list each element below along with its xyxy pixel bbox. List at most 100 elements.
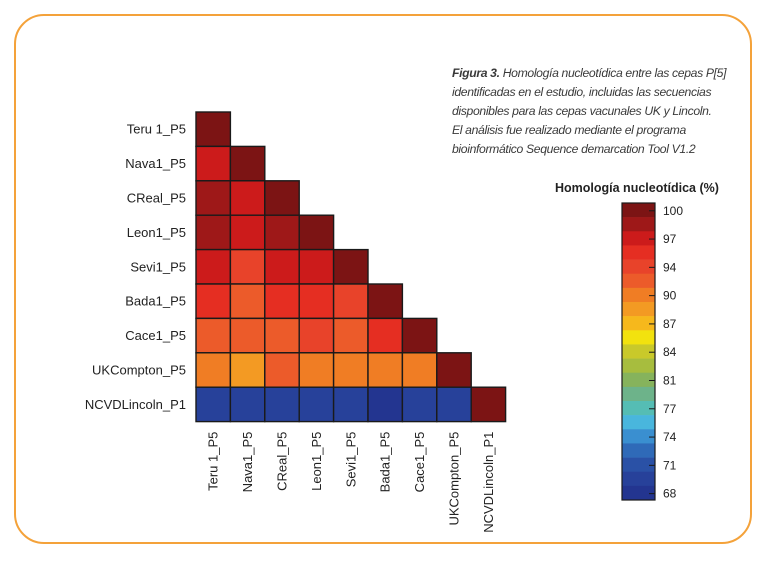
row-label: Nava1_P5 xyxy=(125,156,186,171)
heatmap-cell xyxy=(195,145,232,182)
heatmap-cell xyxy=(436,352,472,388)
heatmap-cell xyxy=(229,214,266,251)
heatmap-cell xyxy=(332,317,369,354)
row-label: Sevi1_P5 xyxy=(130,259,186,274)
heatmap-cell xyxy=(264,248,300,285)
caption-line-4: El análisis fue realizado mediante el pr… xyxy=(452,123,686,137)
colorbar-tick-label: 100 xyxy=(663,204,683,218)
colorbar-segment xyxy=(622,330,655,345)
colorbar-segment xyxy=(622,273,655,289)
colorbar-segment xyxy=(622,485,655,501)
colorbar-segment xyxy=(622,344,655,359)
heatmap-cell xyxy=(298,386,335,423)
colorbar-segment xyxy=(622,372,655,388)
row-label: NCVDLincoln_P1 xyxy=(85,397,186,412)
heatmap-cell xyxy=(229,283,266,320)
heatmap-cell xyxy=(195,214,232,251)
colorbar-segment xyxy=(622,231,655,246)
heatmap-cell xyxy=(367,352,404,388)
heatmap-cell xyxy=(264,386,300,423)
heatmap-cell xyxy=(229,386,266,423)
row-label: Leon1_P5 xyxy=(127,225,186,240)
heatmap-cell xyxy=(298,214,335,251)
colorbar-segment xyxy=(622,457,655,473)
colorbar-tick-label: 94 xyxy=(663,260,677,274)
heatmap-cell xyxy=(264,317,300,354)
heatmap-cell xyxy=(195,283,232,320)
colorbar-segment xyxy=(622,443,655,458)
column-label: NCVDLincoln_P1 xyxy=(481,432,496,533)
heatmap-cell xyxy=(298,317,335,354)
heatmap-cell xyxy=(264,180,300,216)
heatmap-cell xyxy=(332,283,369,320)
colorbar-segment xyxy=(622,316,655,331)
colorbar-border xyxy=(621,202,656,501)
heatmap-cell xyxy=(264,214,300,251)
colorbar-segment xyxy=(622,203,655,218)
column-label: UKCompton_P5 xyxy=(447,432,462,526)
colorbar-segment xyxy=(622,259,655,275)
column-label: Bada1_P5 xyxy=(378,432,393,493)
heatmap-cell xyxy=(401,317,438,354)
caption-line-2: identificadas en el estudio, incluidas l… xyxy=(452,85,712,99)
column-label: Leon1_P5 xyxy=(309,432,324,491)
heatmap-cell xyxy=(401,352,438,388)
column-label: Nava1_P5 xyxy=(240,432,255,493)
colorbar-tick-label: 71 xyxy=(663,458,677,472)
heatmap-cell xyxy=(470,386,507,423)
heatmap-cell xyxy=(332,386,369,423)
colorbar-segment xyxy=(622,401,655,416)
caption-line-5: bioinformático Sequence demarcation Tool… xyxy=(452,142,696,156)
colorbar-tick-label: 97 xyxy=(663,232,677,246)
heatmap-cell xyxy=(367,386,404,423)
heatmap-cell xyxy=(298,352,335,388)
figure-caption: Figura 3. Homología nucleotídica entre l… xyxy=(452,64,742,159)
heatmap-cell xyxy=(332,352,369,388)
heatmap-cell xyxy=(401,386,438,423)
heatmap-cell xyxy=(195,248,232,285)
colorbar-tick-label: 84 xyxy=(663,345,677,359)
colorbar-segment xyxy=(622,415,655,430)
heatmap-cell xyxy=(264,352,300,388)
colorbar-tick-label: 90 xyxy=(663,289,677,303)
colorbar-tick-label: 87 xyxy=(663,317,677,331)
colorbar-segment xyxy=(622,217,655,232)
caption-line-3: disponibles para las cepas vacunales UK … xyxy=(452,104,712,118)
heatmap-cell xyxy=(298,283,335,320)
caption-lead: Figura 3. xyxy=(452,66,500,80)
row-label: UKCompton_P5 xyxy=(92,363,186,378)
colorbar-segment xyxy=(622,287,655,303)
colorbar-segment xyxy=(622,386,655,402)
heatmap-cell xyxy=(298,248,335,285)
heatmap-cell xyxy=(229,145,266,182)
row-label: CReal_P5 xyxy=(127,191,186,206)
colorbar-segment xyxy=(622,302,655,317)
column-label: Cace1_P5 xyxy=(412,432,427,493)
heatmap-cell xyxy=(332,248,369,285)
heatmap-cell xyxy=(367,317,404,354)
heatmap-cell xyxy=(229,352,266,388)
row-label: Cace1_P5 xyxy=(125,328,186,343)
colorbar-segment xyxy=(622,429,655,444)
colorbar-tick-label: 81 xyxy=(663,373,677,387)
colorbar-segment xyxy=(622,471,655,487)
colorbar-title: Homología nucleotídica (%) xyxy=(555,181,719,195)
column-label: Sevi1_P5 xyxy=(343,432,358,488)
heatmap-cell xyxy=(195,352,232,388)
heatmap-cell xyxy=(195,386,232,423)
heatmap-cell xyxy=(229,248,266,285)
caption-line-1: Homología nucleotídica entre las cepas P… xyxy=(502,66,727,80)
row-label: Teru 1_P5 xyxy=(127,122,186,137)
heatmap-cell xyxy=(264,283,300,320)
colorbar-segment xyxy=(622,358,655,374)
heatmap-cell xyxy=(195,180,232,216)
heatmap-cell xyxy=(195,317,232,354)
colorbar-tick-label: 68 xyxy=(663,487,677,501)
heatmap-cell xyxy=(436,386,472,423)
colorbar-tick-label: 77 xyxy=(663,402,677,416)
colorbar-tick-label: 74 xyxy=(663,430,677,444)
heatmap-cell xyxy=(229,180,266,216)
heatmap-cell xyxy=(195,111,232,148)
colorbar-segment xyxy=(622,245,655,260)
